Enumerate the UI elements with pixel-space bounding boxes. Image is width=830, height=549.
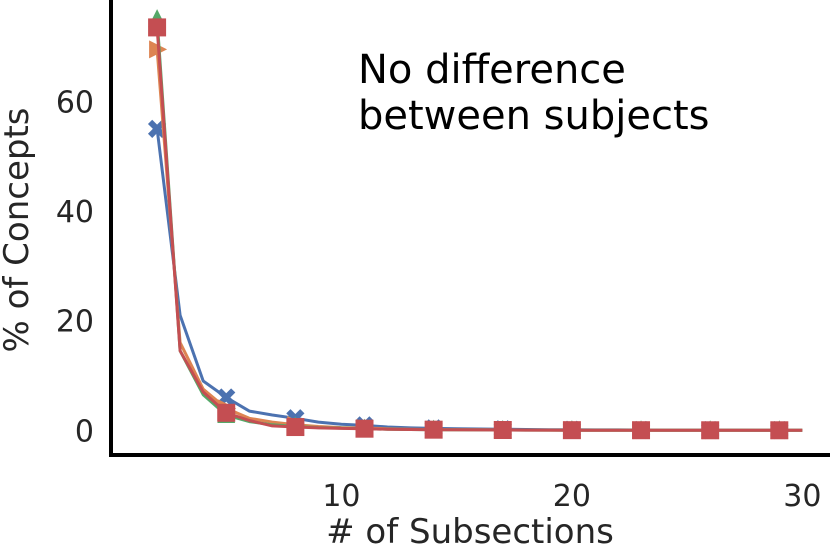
marker-square bbox=[632, 421, 651, 440]
y-tick-label-0: 0 bbox=[75, 414, 94, 449]
marker-square bbox=[217, 403, 236, 422]
marker-square bbox=[355, 419, 374, 438]
y-axis-title: % of Concepts bbox=[0, 107, 37, 352]
marker-square bbox=[770, 421, 789, 440]
marker-square bbox=[286, 418, 305, 437]
series-line-x bbox=[155, 128, 803, 432]
y-tick-label-20: 20 bbox=[56, 305, 94, 340]
marker-square bbox=[424, 420, 443, 439]
series-square bbox=[148, 18, 803, 440]
series-x bbox=[147, 119, 803, 440]
marker-square bbox=[701, 421, 720, 440]
series-line-square bbox=[155, 27, 803, 432]
ticks-layer: 10 20 30 0 20 40 60 bbox=[56, 85, 822, 514]
y-tick-label-60: 60 bbox=[56, 85, 94, 120]
annotation-line-1: No difference bbox=[358, 47, 626, 93]
y-tick-label-40: 40 bbox=[56, 195, 94, 230]
marker-square bbox=[493, 421, 512, 440]
marker-square bbox=[148, 18, 167, 37]
annotation-line-2: between subjects bbox=[358, 93, 710, 139]
axes-layer bbox=[109, 0, 830, 457]
x-tick-label-30: 30 bbox=[783, 479, 821, 514]
marker-square bbox=[562, 421, 581, 440]
x-tick-label-10: 10 bbox=[322, 479, 360, 514]
series-layer bbox=[147, 9, 803, 440]
x-axis-title: # of Subsections bbox=[326, 512, 614, 549]
x-tick-label-20: 20 bbox=[553, 479, 591, 514]
